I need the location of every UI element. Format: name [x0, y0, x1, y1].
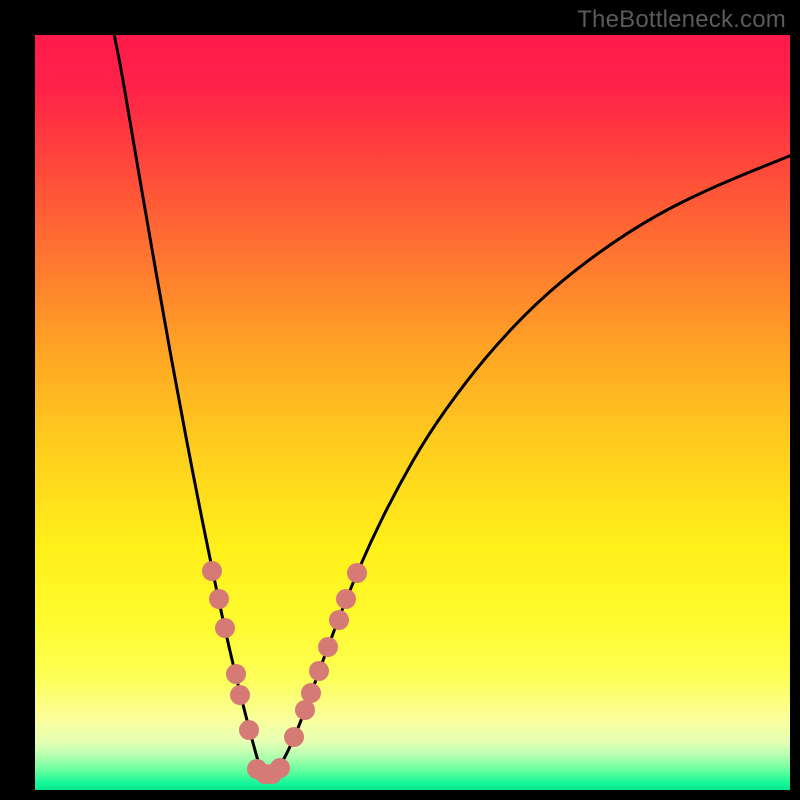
data-marker [226, 664, 246, 684]
plot-area [35, 35, 790, 790]
data-marker [329, 610, 349, 630]
data-marker [284, 727, 304, 747]
bottleneck-curve-layer [35, 35, 790, 790]
data-marker [336, 589, 356, 609]
bottleneck-curve [114, 35, 790, 777]
data-marker [230, 685, 250, 705]
data-marker [318, 637, 338, 657]
figure-root: TheBottleneck.com [0, 0, 800, 800]
data-marker [309, 661, 329, 681]
data-marker [215, 618, 235, 638]
data-marker [270, 758, 290, 778]
data-marker [202, 561, 222, 581]
data-marker [347, 563, 367, 583]
watermark-text: TheBottleneck.com [577, 6, 786, 34]
data-marker [301, 683, 321, 703]
data-marker [209, 589, 229, 609]
data-marker [239, 720, 259, 740]
